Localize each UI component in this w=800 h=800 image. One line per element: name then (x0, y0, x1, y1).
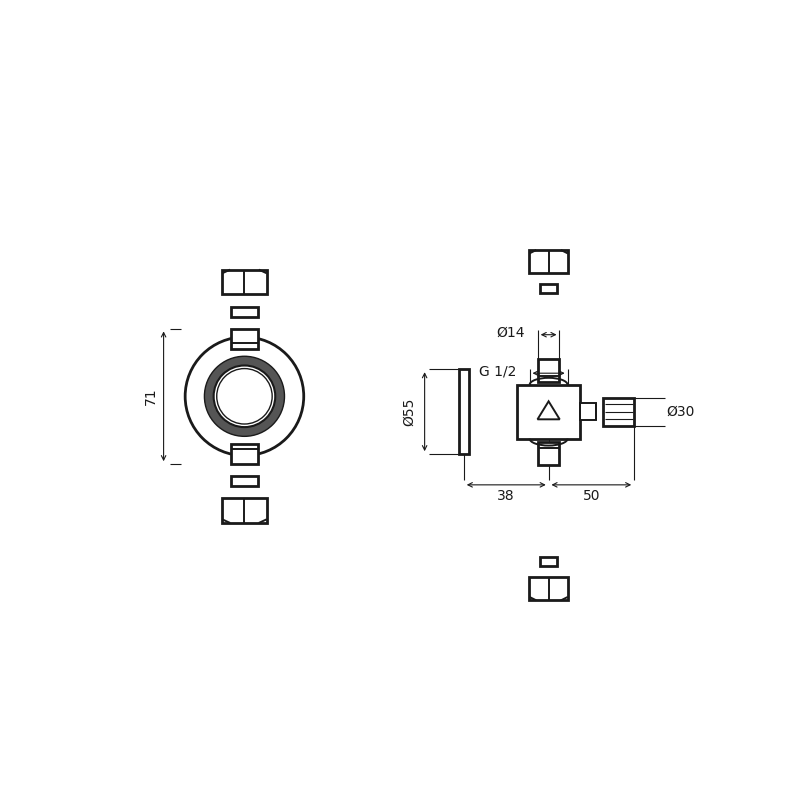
Bar (231, 306, 258, 317)
Text: G 1/2: G 1/2 (478, 365, 516, 378)
Bar (538, 442, 559, 465)
Text: Ø14: Ø14 (497, 326, 525, 340)
Circle shape (185, 337, 304, 455)
Bar (231, 444, 258, 464)
Text: Ø55: Ø55 (402, 398, 416, 426)
Bar (530, 250, 568, 273)
Text: 38: 38 (498, 489, 515, 502)
Text: 71: 71 (144, 387, 158, 405)
Bar (580, 403, 595, 420)
Bar (231, 476, 258, 486)
Bar (538, 358, 559, 382)
Bar (222, 270, 266, 294)
Bar (222, 498, 266, 523)
Circle shape (205, 356, 285, 436)
Bar (540, 558, 557, 566)
Circle shape (217, 369, 272, 424)
Bar (603, 398, 634, 426)
Bar (231, 329, 258, 349)
Bar (517, 385, 580, 438)
Bar (459, 370, 469, 454)
Bar (540, 284, 557, 293)
Text: 50: 50 (582, 489, 600, 502)
Text: Ø30: Ø30 (666, 405, 694, 418)
Circle shape (214, 366, 275, 427)
Bar (530, 578, 568, 600)
